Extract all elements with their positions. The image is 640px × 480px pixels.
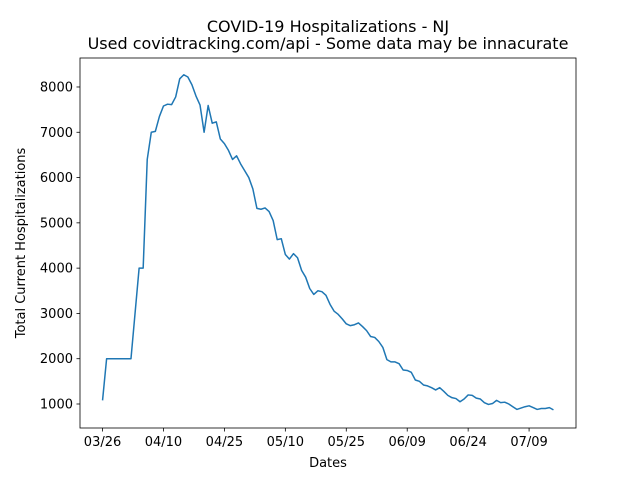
x-tick-label: 04/10 [145,435,182,450]
y-tick-label: 1000 [40,397,73,412]
chart-subtitle: Used covidtracking.com/api - Some data m… [88,34,569,53]
plot-frame [79,57,577,429]
y-tick-label: 6000 [40,171,73,186]
data-line [101,74,554,411]
x-tick-label: 03/26 [84,435,121,450]
x-tick-label: 04/25 [206,435,243,450]
x-axis-label: Dates [309,456,347,471]
x-tick-label: 05/10 [267,435,304,450]
y-tick-label: 8000 [40,80,73,95]
y-axis-label: Total Current Hospitalizations [14,147,29,339]
y-tick-label: 2000 [40,352,73,367]
x-tick-label: 07/09 [510,435,547,450]
y-tick-label: 4000 [40,262,73,277]
y-tick-label: 7000 [40,126,73,141]
x-tick-label: 06/24 [449,435,486,450]
y-tick-label: 3000 [40,307,73,322]
chart-title: COVID-19 Hospitalizations - NJ [207,17,449,36]
x-tick-label: 06/09 [388,435,425,450]
x-tick-label: 05/25 [328,435,365,450]
y-tick-label: 5000 [40,216,73,231]
